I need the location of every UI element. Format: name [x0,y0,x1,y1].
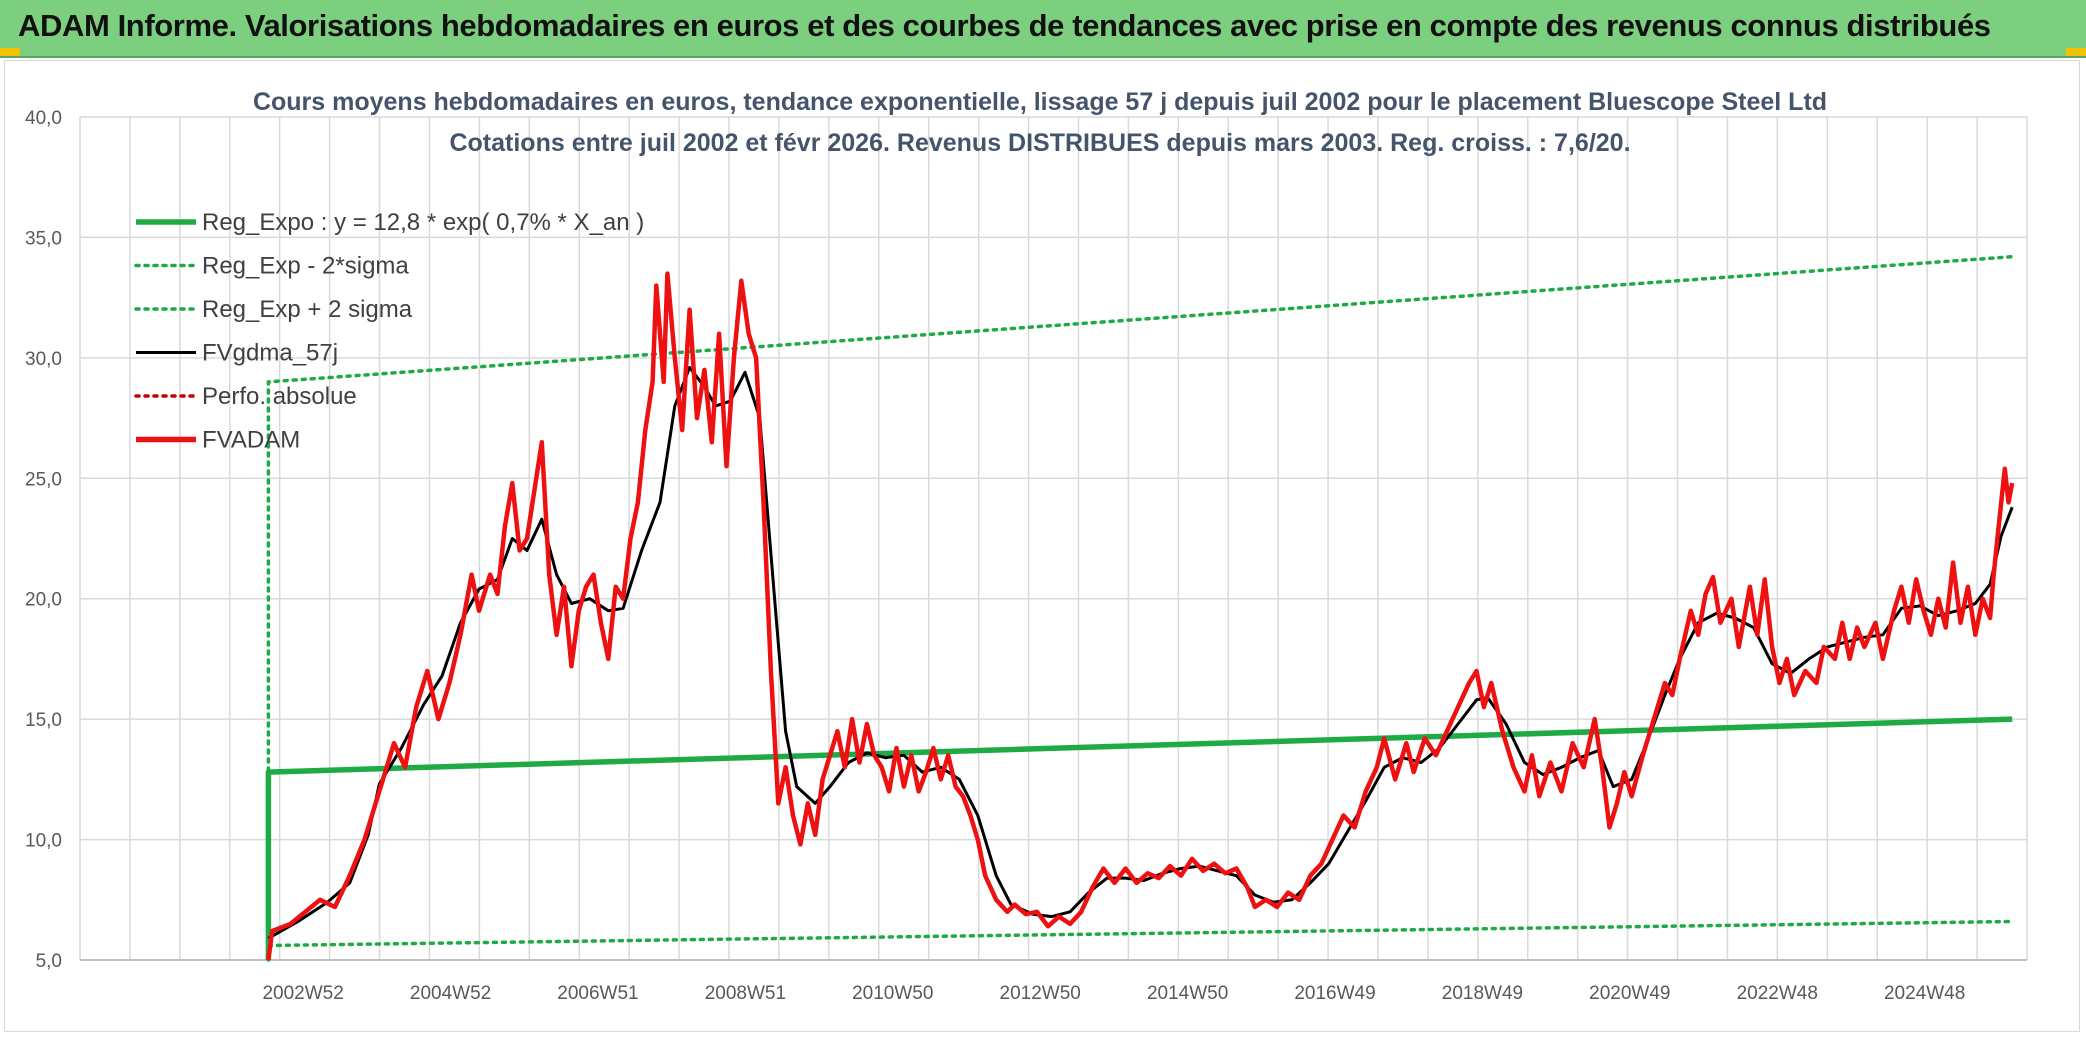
chart-series [265,254,2015,962]
y-axis-ticks: 5,0 10,0 15,0 20,0 25,0 30,0 35,0 40,0 [25,108,62,972]
y-tick-label: 15,0 [25,710,62,731]
x-tick-label: 2008W51 [705,983,786,1004]
y-tick-label: 35,0 [25,228,62,249]
chart-subtitle: Cotations entre juil 2002 et févr 2026. … [449,129,1630,157]
x-tick-label: 2022W48 [1737,983,1818,1004]
report-title: ADAM Informe. Valorisations hebdomadaire… [18,8,1991,43]
corner-accent-left [0,48,20,56]
legend-label: Reg_Exp - 2*sigma [202,253,409,280]
chart-grid [79,116,2028,961]
x-axis-ticks: 2002W52 2004W52 2006W51 2008W51 2010W50 2012W… [262,983,1965,1004]
chart-title: Cours moyens hebdomadaires en euros, ten… [253,88,1827,116]
y-tick-label: 40,0 [25,108,62,129]
x-tick-label: 2020W49 [1589,983,1670,1004]
x-tick-label: 2010W50 [852,983,933,1004]
x-tick-label: 2016W49 [1294,983,1375,1004]
legend-label: Reg_Exp + 2 sigma [202,296,413,323]
series-line-2 [266,254,2014,962]
series-line-1 [266,919,2014,948]
x-tick-label: 2024W48 [1884,983,1965,1004]
x-tick-label: 2012W50 [1000,983,1081,1004]
legend-label: Perfo. absolue [202,383,357,410]
y-tick-label: 30,0 [25,349,62,370]
legend-label: Reg_Expo : y = 12,8 * exp( 0,7% * X_an ) [202,209,644,236]
x-tick-label: 2014W50 [1147,983,1228,1004]
legend-label: FVADAM [202,427,300,454]
chart-legend: Reg_Expo : y = 12,8 * exp( 0,7% * X_an )… [134,209,644,454]
x-tick-label: 2006W51 [557,983,638,1004]
legend-label: FVgdma_57j [202,340,338,367]
y-tick-label: 10,0 [25,831,62,852]
chart-frame [4,60,2080,1032]
x-tick-label: 2002W52 [262,983,343,1004]
series-line-5 [266,271,2015,961]
y-tick-label: 20,0 [25,590,62,611]
x-tick-label: 2018W49 [1442,983,1523,1004]
x-tick-label: 2004W52 [410,983,491,1004]
y-tick-label: 5,0 [36,951,62,972]
report-banner: ADAM Informe. Valorisations hebdomadaire… [0,0,2086,58]
y-tick-label: 25,0 [25,469,62,490]
corner-accent-right [2066,48,2086,56]
